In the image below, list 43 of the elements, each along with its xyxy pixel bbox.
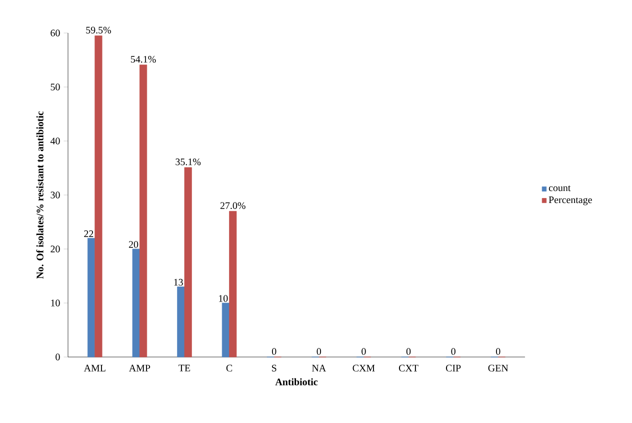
data-label: 54.1% xyxy=(130,56,156,63)
x-tick-label: S xyxy=(272,364,276,372)
x-tick-label: CXT xyxy=(398,364,418,372)
x-tick-label: TE xyxy=(178,364,190,372)
data-label: 27.0% xyxy=(220,202,246,210)
y-tick-label: 30 xyxy=(50,192,60,198)
legend-label: Percentage xyxy=(548,196,592,206)
data-label: 0 xyxy=(272,348,276,355)
data-label: 22 xyxy=(84,230,94,237)
x-tick-label: CIP xyxy=(446,364,461,372)
bar xyxy=(132,248,140,358)
bar xyxy=(222,302,230,358)
y-tick-label: 60 xyxy=(50,30,60,36)
data-label: 0 xyxy=(496,348,500,355)
x-axis-title: Antibiotic xyxy=(275,378,318,386)
y-tick-label: 50 xyxy=(50,84,60,90)
data-label: 13 xyxy=(174,278,183,286)
bar xyxy=(94,35,102,358)
data-label: 35.1% xyxy=(176,158,201,166)
x-tick-label: CXM xyxy=(352,364,375,372)
x-tick-label: C xyxy=(226,364,232,372)
bar xyxy=(139,64,148,358)
x-tick-label: NA xyxy=(312,364,326,372)
data-label: 0 xyxy=(316,348,322,355)
x-tick-label: GEN xyxy=(488,364,508,372)
bar xyxy=(229,211,237,358)
y-tick-label: 20 xyxy=(50,246,60,252)
bar xyxy=(88,238,96,358)
data-label: 0 xyxy=(451,348,456,355)
y-tick-label: 40 xyxy=(50,138,60,144)
legend-label: count xyxy=(548,185,571,192)
data-label: 59.5% xyxy=(86,26,112,34)
x-tick-label: AML xyxy=(84,364,106,372)
y-tick-label: 10 xyxy=(51,300,60,306)
data-label: 0 xyxy=(406,348,411,355)
y-axis-title: No. Of isolates/% resistant to antibiotic xyxy=(36,111,44,279)
data-label: 0 xyxy=(362,348,366,355)
x-tick-label: AMP xyxy=(128,364,150,372)
bar xyxy=(177,286,185,358)
data-label: 20 xyxy=(128,241,138,248)
y-tick-label: 0 xyxy=(56,354,60,360)
bar xyxy=(184,167,192,358)
data-label: 10 xyxy=(219,295,228,302)
